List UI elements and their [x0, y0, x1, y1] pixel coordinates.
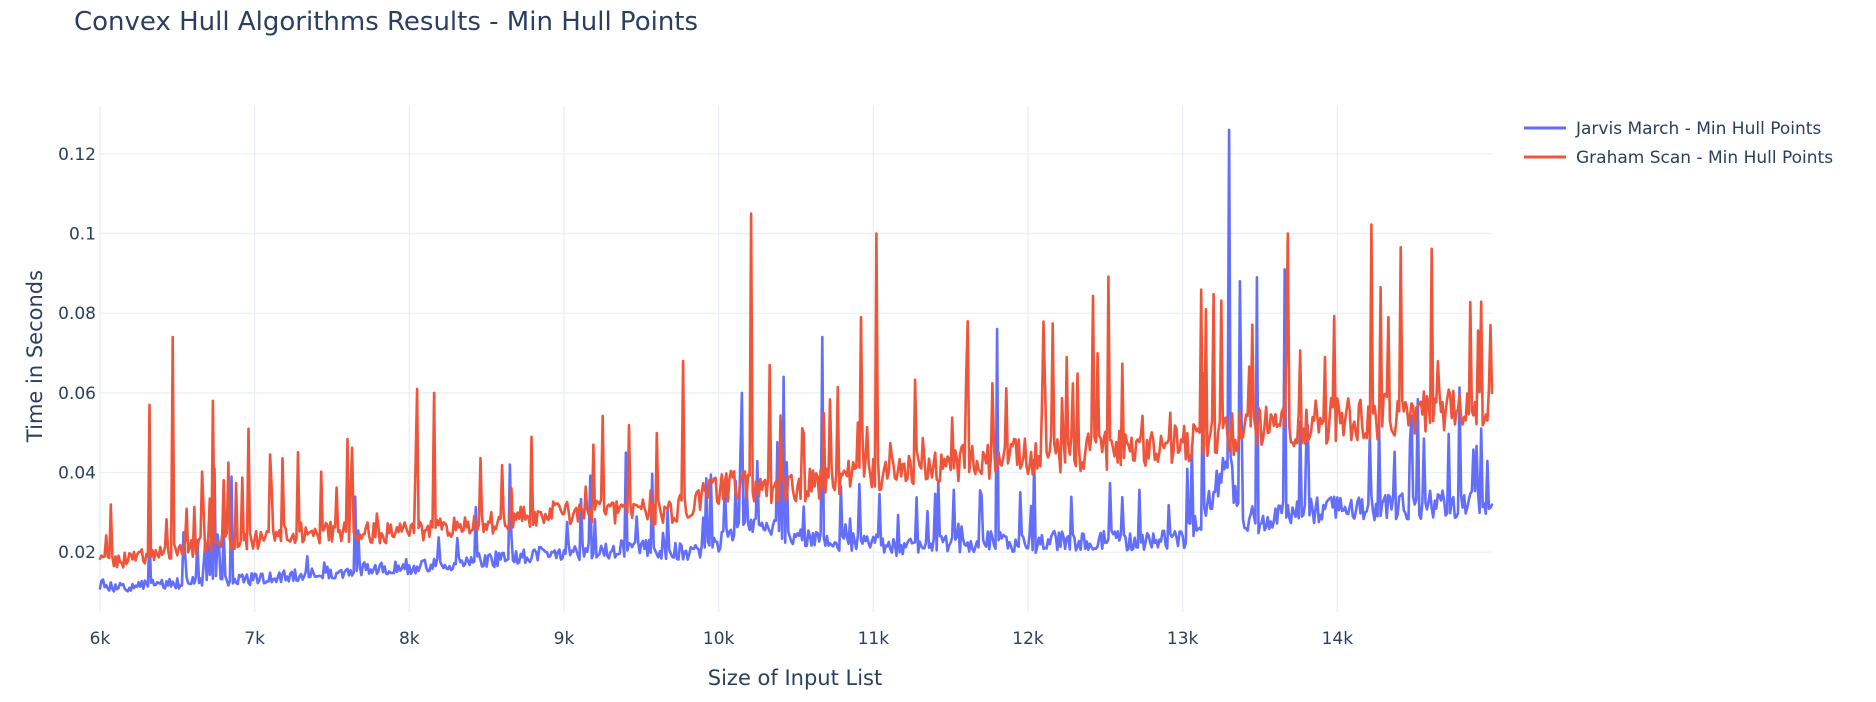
legend-label: Jarvis March - Min Hull Points — [1575, 119, 1821, 139]
series-layer — [98, 128, 1494, 593]
series-line-jarvis-march — [98, 128, 1494, 593]
y-tick-label: 0.12 — [58, 145, 96, 165]
x-axis-title: Size of Input List — [708, 666, 882, 690]
x-tick-label: 11k — [858, 629, 890, 649]
x-tick-label: 10k — [703, 629, 735, 649]
y-tick-label: 0.04 — [58, 464, 96, 484]
x-axis-ticks: 6k 7k 8k 9k 10k 11k 12k 13k 14k — [90, 629, 1354, 649]
x-tick-label: 12k — [1012, 629, 1044, 649]
x-tick-label: 8k — [399, 629, 420, 649]
legend: Jarvis March - Min Hull Points Graham Sca… — [1524, 119, 1833, 168]
y-axis-title: Time in Seconds — [23, 270, 47, 443]
y-tick-label: 0.02 — [58, 543, 96, 563]
y-tick-label: 0.08 — [58, 304, 96, 324]
grid — [99, 106, 1492, 612]
x-tick-label: 14k — [1322, 629, 1354, 649]
legend-label: Graham Scan - Min Hull Points — [1576, 148, 1833, 168]
y-axis-ticks: 0.02 0.04 0.06 0.08 0.1 0.12 — [58, 145, 96, 563]
y-tick-label: 0.1 — [69, 224, 96, 244]
x-tick-label: 6k — [90, 629, 111, 649]
chart-title: Convex Hull Algorithms Results - Min Hul… — [74, 7, 698, 37]
x-tick-label: 9k — [554, 629, 575, 649]
series-line-graham-scan — [98, 212, 1494, 569]
x-tick-label: 7k — [244, 629, 265, 649]
y-tick-label: 0.06 — [58, 384, 96, 404]
x-tick-label: 13k — [1167, 629, 1199, 649]
